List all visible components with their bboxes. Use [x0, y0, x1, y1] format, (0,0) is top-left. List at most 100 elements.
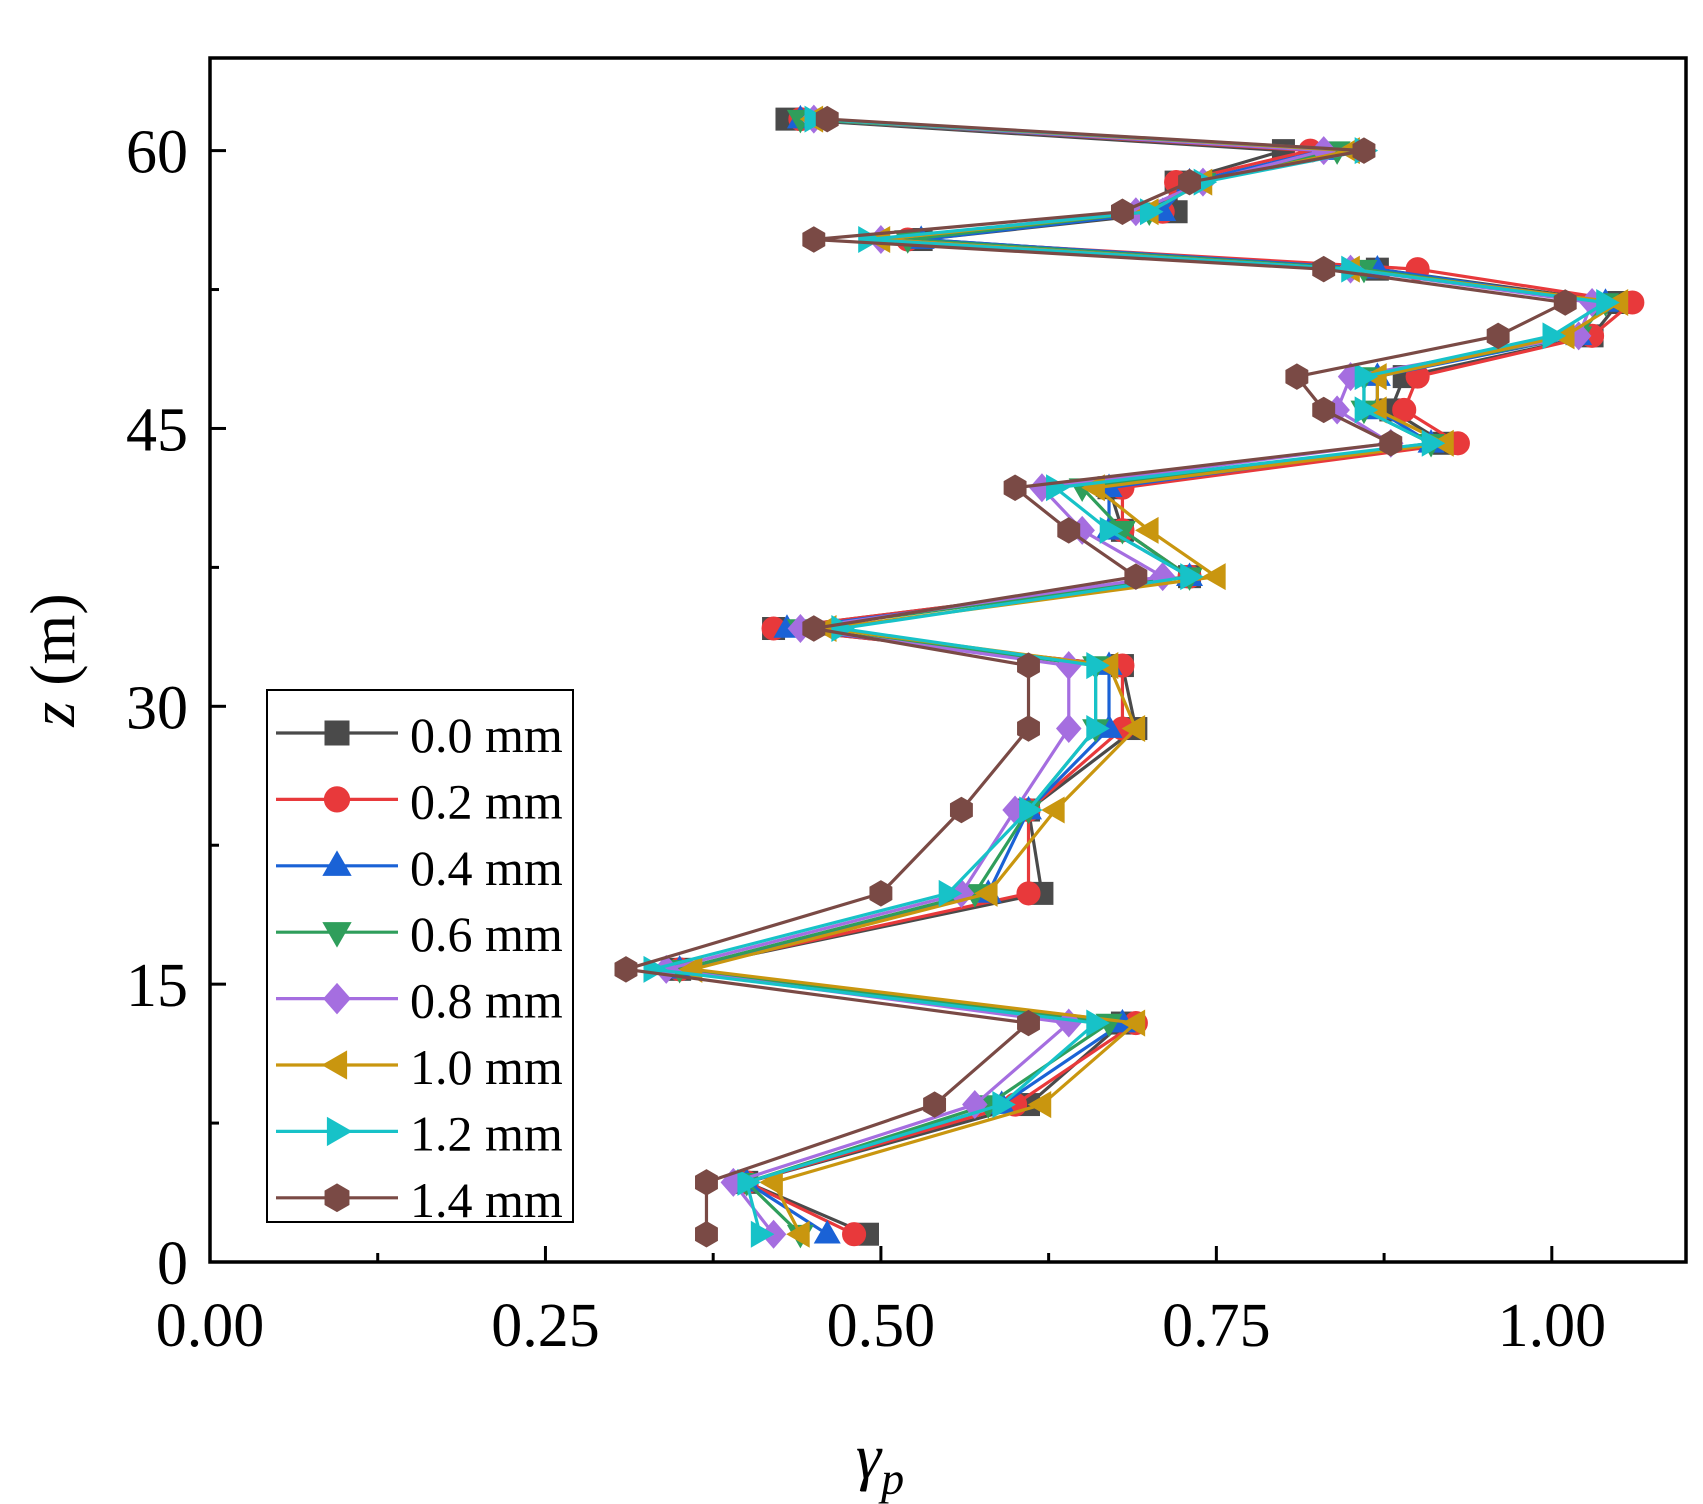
- data-point: [1379, 430, 1403, 457]
- data-point: [1202, 563, 1226, 591]
- data-point: [1149, 562, 1176, 592]
- data-point: [1139, 198, 1164, 226]
- legend-swatch-marker: [323, 982, 351, 1015]
- data-point: [1019, 796, 1043, 824]
- x-axis-label: γp: [856, 1421, 904, 1504]
- legend-item: 1.4 mm: [276, 1172, 563, 1228]
- series-line: [651, 117, 1608, 1235]
- data-point: [1341, 255, 1365, 283]
- legend-swatch-marker: [324, 1183, 350, 1213]
- data-point: [1178, 168, 1201, 196]
- x-tick-label: 1.00: [1498, 1292, 1607, 1360]
- data-point: [1352, 137, 1376, 164]
- legend-label: 0.0 mm: [410, 707, 563, 763]
- data-point: [614, 956, 638, 983]
- data-point: [1110, 198, 1134, 225]
- data-point: [802, 615, 826, 642]
- data-point: [1542, 322, 1567, 350]
- x-tick-label: 0.00: [156, 1292, 265, 1360]
- data-point: [1027, 1091, 1052, 1119]
- series-line: [624, 117, 1567, 1235]
- legend-item: 0.2 mm: [276, 773, 563, 829]
- data-point: [1486, 322, 1510, 350]
- x-tick-label: 0.25: [491, 1292, 600, 1360]
- series-layer: [614, 104, 1645, 1249]
- data-point: [1121, 715, 1146, 743]
- data-point: [1003, 474, 1027, 501]
- y-tick-label: 45: [126, 396, 188, 464]
- data-point: [869, 880, 893, 907]
- series-1_0-mm: [678, 105, 1629, 1248]
- data-point: [1553, 289, 1577, 316]
- data-point: [1017, 652, 1040, 679]
- legend-item: 1.0 mm: [276, 1039, 563, 1095]
- data-point: [813, 1220, 841, 1244]
- series-0_2-mm: [667, 107, 1645, 1247]
- legend-label: 0.4 mm: [410, 840, 563, 896]
- data-point: [1180, 563, 1204, 591]
- legend-item: 0.0 mm: [276, 707, 563, 763]
- data-point: [1086, 652, 1110, 680]
- legend-label: 1.0 mm: [410, 1039, 563, 1095]
- data-point: [938, 879, 963, 907]
- data-point: [1041, 796, 1065, 824]
- data-point: [1055, 651, 1082, 681]
- data-point: [923, 1091, 947, 1118]
- legend-label: 0.2 mm: [410, 773, 563, 829]
- data-point: [1017, 1009, 1040, 1037]
- legend-swatch-marker: [323, 786, 351, 813]
- data-point: [1124, 563, 1148, 590]
- legend-swatch-marker: [321, 1050, 348, 1080]
- data-point: [1055, 714, 1082, 744]
- legend-item: 0.6 mm: [276, 906, 563, 962]
- legend-swatch-marker: [326, 1116, 353, 1147]
- data-point: [786, 1220, 810, 1248]
- data-point: [1421, 429, 1446, 457]
- y-tick-label: 60: [126, 119, 188, 187]
- data-point: [1354, 363, 1379, 391]
- data-point: [1016, 881, 1041, 906]
- data-point: [750, 1220, 775, 1248]
- y-tick-label: 0: [157, 1230, 188, 1298]
- data-point: [974, 879, 998, 907]
- data-point: [1312, 396, 1336, 424]
- legend-item: 0.4 mm: [276, 840, 563, 896]
- data-point: [695, 1220, 718, 1248]
- data-point: [949, 796, 973, 824]
- legend-label: 1.2 mm: [410, 1105, 563, 1161]
- legend-label: 0.8 mm: [410, 973, 563, 1029]
- data-point: [842, 1222, 867, 1247]
- data-point: [1354, 396, 1379, 424]
- data-point: [1099, 516, 1124, 544]
- x-axis-label-subscript: p: [878, 1453, 904, 1504]
- series-line: [678, 117, 1608, 1236]
- data-point: [695, 1169, 718, 1196]
- series-0_6-mm: [666, 109, 1620, 1249]
- data-point: [802, 226, 826, 253]
- data-point: [1285, 363, 1309, 390]
- data-point: [1017, 715, 1040, 742]
- legend-swatch-marker: [324, 720, 350, 746]
- legend-label: 0.6 mm: [410, 906, 563, 962]
- data-point: [1086, 1009, 1110, 1037]
- legend-item: 0.8 mm: [276, 973, 563, 1029]
- data-point: [1057, 517, 1081, 544]
- data-point: [992, 1091, 1016, 1119]
- y-tick-label: 15: [126, 952, 188, 1020]
- x-tick-label: 0.75: [1162, 1292, 1271, 1360]
- legend: 0.0 mm 0.2 mm 0.4 mm 0.6 mm 0.8 mm 1.0 mm 1.2 …: [266, 689, 574, 1228]
- data-point: [737, 1168, 761, 1196]
- y-axis-label: z (m): [17, 593, 88, 727]
- legend-item: 1.2 mm: [276, 1105, 563, 1161]
- series-0_4-mm: [666, 104, 1620, 1244]
- legend-box: [266, 689, 574, 1223]
- y-tick-label: 30: [126, 674, 188, 742]
- legend-swatch-marker: [322, 922, 352, 948]
- data-point: [1596, 288, 1620, 317]
- legend-label: 1.4 mm: [410, 1172, 563, 1228]
- x-tick-label: 0.50: [827, 1292, 936, 1360]
- data-point: [1135, 516, 1159, 544]
- data-point: [1312, 255, 1336, 283]
- data-point: [1121, 1009, 1146, 1037]
